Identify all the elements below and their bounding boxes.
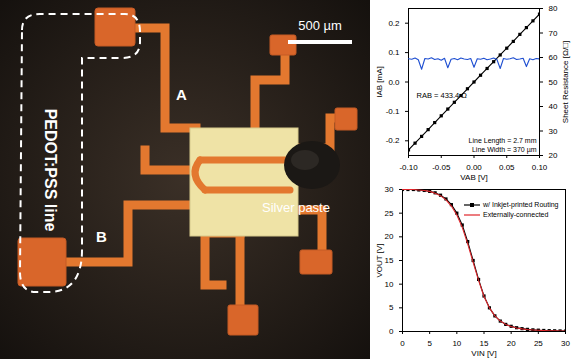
svg-text:80: 80 — [549, 4, 558, 13]
svg-text:70: 70 — [549, 29, 558, 38]
svg-text:B: B — [96, 228, 107, 245]
svg-text:0.05: 0.05 — [499, 163, 515, 172]
svg-text:Sheet Resistance [Ω/□]: Sheet Resistance [Ω/□] — [561, 41, 570, 123]
svg-text:40: 40 — [549, 102, 558, 111]
svg-text:0.1: 0.1 — [388, 48, 400, 57]
svg-text:20: 20 — [549, 151, 558, 160]
html-text:w/ Inkjet-printed Routing: w/ Inkjet-printed Routing — [483, 201, 559, 208]
svg-text:VAB [V]: VAB [V] — [460, 173, 487, 182]
svg-text:-0.05: -0.05 — [432, 163, 451, 172]
svg-text:20: 20 — [507, 339, 516, 348]
svg-text:RAB = 433.4 Ω: RAB = 433.4 Ω — [417, 91, 468, 100]
svg-text:IAB [mA]: IAB [mA] — [375, 66, 384, 98]
svg-text:Line Width = 370 µm: Line Width = 370 µm — [472, 146, 537, 154]
html-text:Externally-connected: Externally-connected — [483, 211, 549, 218]
svg-text:-0.1: -0.1 — [386, 107, 400, 116]
svg-text:25: 25 — [534, 339, 543, 348]
svg-text:-0.2: -0.2 — [386, 136, 400, 145]
svg-text:A: A — [176, 86, 187, 103]
svg-text:VOUT [V]: VOUT [V] — [375, 243, 384, 277]
svg-text:PEDOT:PSS line: PEDOT:PSS line — [42, 109, 59, 232]
svg-text:Line Length = 2.7 mm: Line Length = 2.7 mm — [469, 137, 537, 145]
svg-text:0.00: 0.00 — [466, 163, 482, 172]
svg-text:500 µm: 500 µm — [298, 18, 342, 33]
svg-text:0.2: 0.2 — [388, 19, 400, 28]
svg-text:0: 0 — [389, 327, 394, 336]
svg-text:VIN [V]: VIN [V] — [471, 349, 496, 358]
svg-text:20: 20 — [385, 232, 394, 241]
svg-text:25: 25 — [385, 209, 394, 218]
svg-text:15: 15 — [480, 339, 489, 348]
svg-text:10: 10 — [385, 280, 394, 289]
svg-text:60: 60 — [549, 53, 558, 62]
svg-text:0.0: 0.0 — [388, 78, 400, 87]
svg-text:5: 5 — [389, 303, 394, 312]
svg-text:-0.10: -0.10 — [399, 163, 418, 172]
svg-text:30: 30 — [561, 339, 570, 348]
svg-text:0: 0 — [400, 339, 405, 348]
svg-text:Silver paste: Silver paste — [262, 200, 330, 215]
svg-text:15: 15 — [385, 256, 394, 265]
svg-text:50: 50 — [549, 78, 558, 87]
svg-text:30: 30 — [549, 127, 558, 136]
svg-text:10: 10 — [452, 339, 461, 348]
svg-text:0.10: 0.10 — [532, 163, 548, 172]
svg-text:30: 30 — [385, 185, 394, 194]
svg-text:5: 5 — [427, 339, 432, 348]
